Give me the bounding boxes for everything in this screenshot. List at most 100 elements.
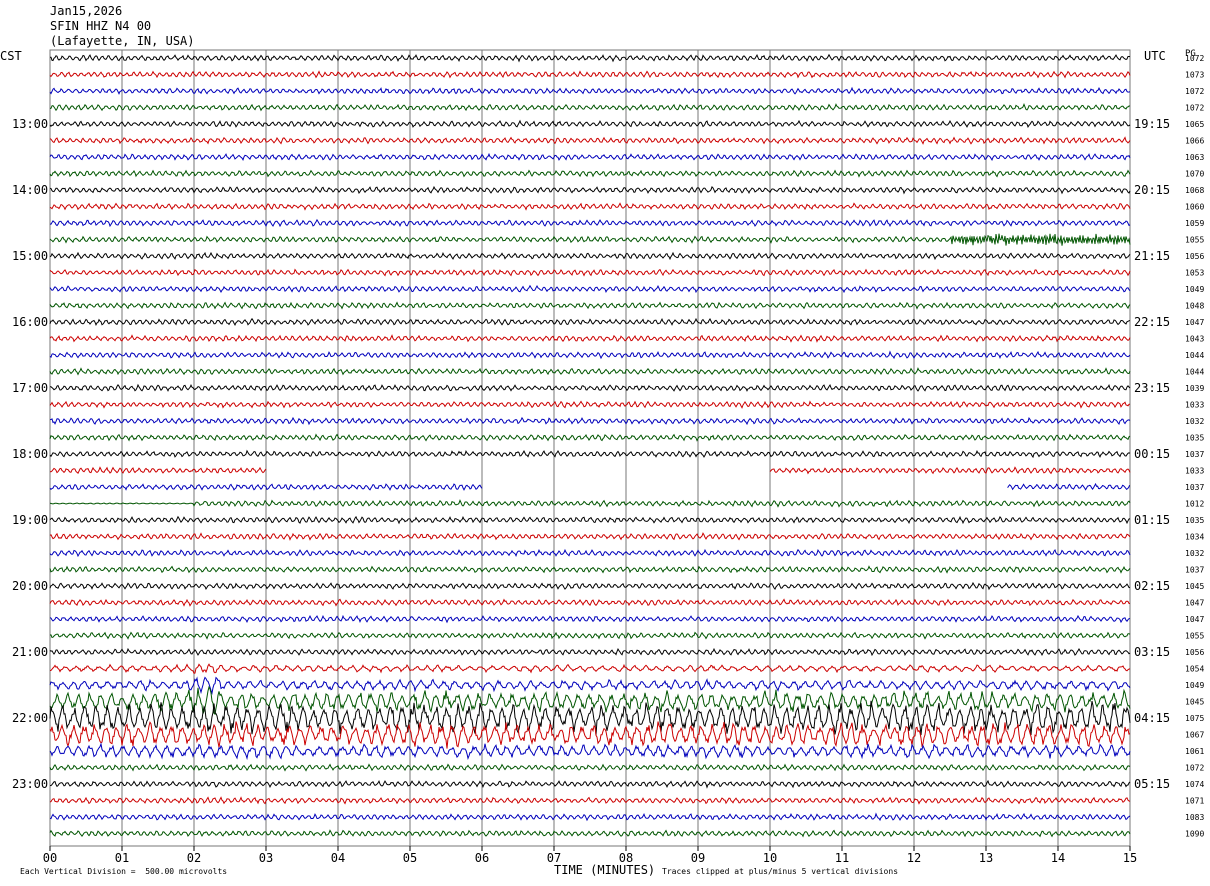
pg-value: 1053 [1185, 269, 1204, 278]
plot-frame [49, 49, 1131, 847]
seismic-trace [49, 350, 1131, 360]
cst-hour-label: 17:00 [12, 381, 48, 395]
x-tick-label: 01 [115, 851, 129, 865]
pg-value: 1054 [1185, 665, 1204, 674]
x-axis-label: TIME (MINUTES) [554, 863, 656, 877]
seismic-trace [49, 763, 1131, 772]
x-tick-label: 00 [43, 851, 57, 865]
pg-value: 1047 [1185, 599, 1204, 608]
pg-value: 1032 [1185, 417, 1204, 426]
utc-hour-label: 04:15 [1134, 711, 1170, 725]
seismic-trace [50, 383, 1131, 392]
cst-hour-label: 16:00 [12, 315, 48, 329]
cst-hour-label: 13:00 [12, 117, 48, 131]
pg-value: 1047 [1185, 318, 1204, 327]
pg-value: 1056 [1185, 252, 1204, 261]
utc-hour-label: 05:15 [1134, 777, 1170, 791]
pg-value: 1083 [1185, 813, 1204, 822]
seismic-trace [49, 400, 1131, 409]
pg-value: 1049 [1185, 285, 1204, 294]
seismic-trace [49, 532, 1131, 541]
pg-value: 1070 [1185, 170, 1204, 179]
pg-value: 1045 [1185, 698, 1204, 707]
seismic-trace [49, 565, 1131, 574]
utc-axis-title: UTC [1144, 49, 1166, 63]
seismic-trace [49, 317, 1131, 327]
pg-value: 1072 [1185, 87, 1204, 96]
pg-value: 1034 [1185, 533, 1204, 542]
pg-value: 1060 [1185, 203, 1204, 212]
utc-hour-label: 21:15 [1134, 249, 1170, 263]
x-tick-label: 05 [403, 851, 417, 865]
seismic-trace [50, 466, 267, 475]
pg-value: 1044 [1185, 368, 1204, 377]
pg-value: 1090 [1185, 830, 1204, 839]
seismic-trace [49, 515, 1131, 525]
pg-value: 1059 [1185, 219, 1204, 228]
pg-value: 1073 [1185, 71, 1204, 80]
seismic-trace [49, 169, 1131, 178]
seismic-trace [49, 251, 1131, 261]
x-tick-label: 13 [979, 851, 993, 865]
pg-value: 1066 [1185, 137, 1204, 146]
pg-value: 1033 [1185, 467, 1204, 476]
x-tick-label: 10 [763, 851, 777, 865]
x-tick-label: 12 [907, 851, 921, 865]
x-tick-label: 15 [1123, 851, 1137, 865]
location-label: (Lafayette, IN, USA) [50, 34, 195, 48]
seismic-trace [49, 70, 1131, 79]
seismic-trace [49, 700, 1131, 736]
cst-hour-label: 15:00 [12, 249, 48, 263]
seismic-trace [49, 685, 1131, 716]
utc-hour-label: 03:15 [1134, 645, 1170, 659]
pg-value: 1068 [1185, 186, 1204, 195]
x-tick-label: 08 [619, 851, 633, 865]
utc-hour-labels: 19:15 20:15 21:15 22:15 23:15 00:15 01:15 02:15… [1134, 117, 1170, 791]
seismic-trace [49, 416, 1131, 426]
pg-value: 1037 [1185, 483, 1204, 492]
pg-value: 1037 [1185, 566, 1204, 575]
cst-hour-label: 19:00 [12, 513, 48, 527]
seismic-trace [49, 631, 1131, 640]
pg-value: 1044 [1185, 351, 1204, 360]
utc-hour-label: 01:15 [1134, 513, 1170, 527]
seismic-trace [49, 449, 1131, 459]
x-tick-label: 07 [547, 851, 561, 865]
seismic-trace [49, 742, 1131, 761]
pg-value: 1063 [1185, 153, 1204, 162]
seismic-trace [49, 202, 1131, 211]
pg-value: 1033 [1185, 401, 1204, 410]
cst-hour-label: 21:00 [12, 645, 48, 659]
pg-value: 1045 [1185, 582, 1204, 591]
seismic-trace [49, 614, 1131, 624]
cst-hour-label: 20:00 [12, 579, 48, 593]
pg-value: 1071 [1185, 797, 1204, 806]
seismic-trace [49, 301, 1131, 310]
seismic-traces [49, 53, 1131, 838]
cst-hour-label: 18:00 [12, 447, 48, 461]
seismic-trace [49, 676, 1131, 695]
seismic-trace [49, 268, 1131, 277]
seismic-trace [49, 185, 1131, 195]
seismic-trace [1007, 482, 1131, 491]
pg-value: 1049 [1185, 681, 1204, 690]
pg-value: 1055 [1185, 632, 1204, 641]
seismic-trace [49, 483, 483, 491]
utc-hour-label: 20:15 [1134, 183, 1170, 197]
scale-note: Each Vertical Division = 500.00 microvol… [20, 867, 228, 876]
utc-hour-label: 02:15 [1134, 579, 1170, 593]
cst-hour-label: 22:00 [12, 711, 48, 725]
x-tick-label: 06 [475, 851, 489, 865]
pg-value: 1061 [1185, 747, 1204, 756]
pg-value: 1039 [1185, 384, 1204, 393]
pg-value: 1043 [1185, 335, 1204, 344]
seismic-trace [50, 53, 1131, 63]
minute-gridlines [49, 49, 1131, 851]
pg-value: 1067 [1185, 731, 1204, 740]
date-label: Jan15,2026 [50, 4, 123, 18]
utc-hour-label: 19:15 [1134, 117, 1170, 131]
utc-hour-label: 22:15 [1134, 315, 1170, 329]
pg-value: 1065 [1185, 120, 1204, 129]
seismic-trace [49, 103, 1130, 112]
